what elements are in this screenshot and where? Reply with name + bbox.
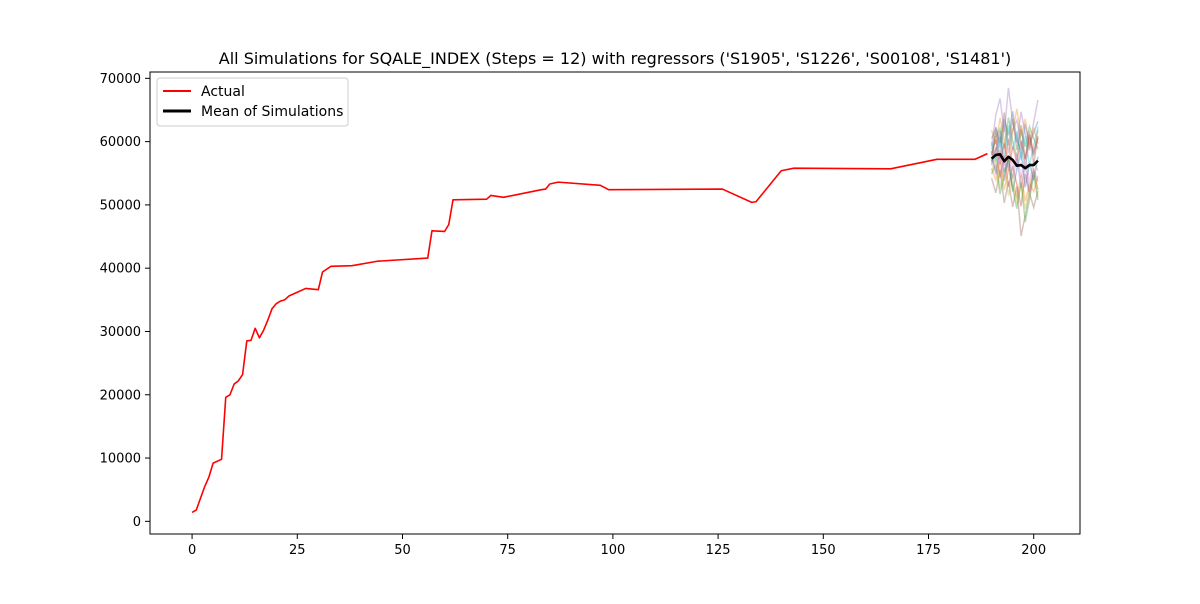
legend-label-actual: Actual [201, 84, 245, 100]
y-tick-label: 20000 [100, 388, 141, 403]
plot-area [150, 72, 1080, 534]
simulation-line [990, 87, 1039, 151]
legend-label-mean: Mean of Simulations [201, 104, 343, 120]
x-tick-label: 50 [394, 543, 411, 558]
x-tick-label: 125 [706, 543, 731, 558]
simulation-line [990, 169, 1039, 237]
series-line-actual [191, 152, 988, 514]
simulation-line [990, 134, 1039, 171]
y-axis: 0 10000 20000 30000 40000 50000 60000 70000 [100, 72, 150, 530]
x-tick-label: 25 [289, 543, 306, 558]
x-axis: 0 25 50 75 100 125 150 175 200 [188, 534, 1046, 558]
y-tick-label: 70000 [100, 72, 141, 87]
simulation-line [990, 161, 1039, 202]
simulation-line [990, 108, 1039, 163]
legend: Actual Mean of Simulations [156, 77, 349, 127]
x-tick-label: 200 [1021, 543, 1046, 558]
x-tick-label: 75 [499, 543, 516, 558]
y-tick-label: 50000 [100, 198, 141, 213]
series-lines [191, 152, 1039, 514]
simulation-line [990, 150, 1039, 193]
simulation-line [990, 159, 1039, 223]
legend-box [156, 77, 349, 127]
simulation-line [990, 125, 1039, 166]
series-line-mean [990, 152, 1039, 170]
x-tick-label: 175 [916, 543, 941, 558]
y-tick-label: 0 [133, 515, 141, 530]
y-tick-label: 30000 [100, 325, 141, 340]
x-tick-label: 0 [188, 543, 196, 558]
simulation-line [990, 112, 1039, 165]
simulation-line [990, 111, 1039, 154]
x-tick-label: 150 [811, 543, 836, 558]
chart-title: All Simulations for SQALE_INDEX (Steps =… [219, 49, 1011, 69]
simulation-line [990, 155, 1039, 209]
simulation-line [990, 147, 1039, 207]
y-tick-label: 10000 [100, 452, 141, 467]
plot-frame [149, 71, 1081, 535]
simulation-line [990, 117, 1039, 158]
y-tick-label: 60000 [100, 135, 141, 150]
x-tick-label: 100 [600, 543, 625, 558]
y-tick-label: 40000 [100, 262, 141, 277]
